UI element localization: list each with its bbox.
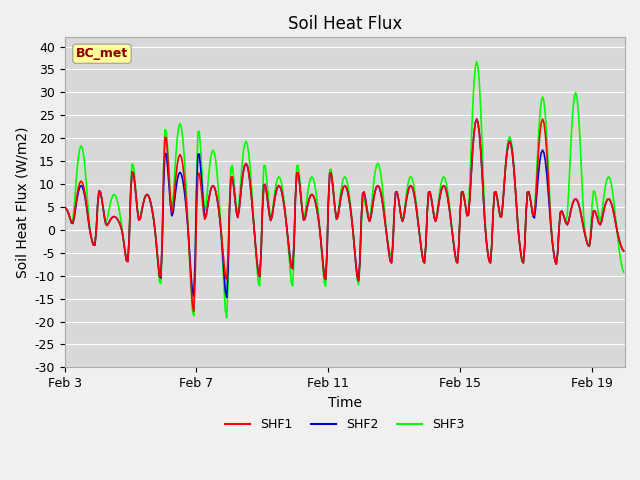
SHF1 <box>473 116 481 122</box>
SHF3 <box>372 163 380 168</box>
SHF2 <box>249 210 257 216</box>
Title: Soil Heat Flux: Soil Heat Flux <box>288 15 402 33</box>
SHF2 <box>472 120 479 126</box>
Line: SHF1: SHF1 <box>65 119 623 312</box>
SHF3 <box>61 204 68 210</box>
SHF3 <box>620 269 627 275</box>
SHF1 <box>230 183 237 189</box>
SHF3 <box>472 64 479 70</box>
SHF2 <box>230 183 237 189</box>
SHF1 <box>190 309 198 314</box>
X-axis label: Time: Time <box>328 396 362 409</box>
SHF1 <box>455 242 463 248</box>
SHF3 <box>230 174 237 180</box>
SHF3 <box>455 242 463 248</box>
SHF1 <box>566 211 574 217</box>
SHF1 <box>620 248 627 254</box>
SHF1 <box>61 204 68 210</box>
Line: SHF3: SHF3 <box>65 61 623 318</box>
SHF1 <box>249 210 257 216</box>
Text: BC_met: BC_met <box>76 47 128 60</box>
SHF3 <box>566 158 574 164</box>
SHF2 <box>620 248 627 254</box>
SHF3 <box>223 315 230 321</box>
Legend: SHF1, SHF2, SHF3: SHF1, SHF2, SHF3 <box>220 413 470 436</box>
SHF1 <box>372 184 380 190</box>
Y-axis label: Soil Heat Flux (W/m2): Soil Heat Flux (W/m2) <box>15 127 29 278</box>
SHF2 <box>473 116 481 122</box>
Line: SHF2: SHF2 <box>65 119 623 298</box>
SHF2 <box>455 242 463 248</box>
SHF2 <box>61 204 68 210</box>
SHF2 <box>566 211 574 217</box>
SHF3 <box>249 204 257 210</box>
SHF2 <box>223 295 230 300</box>
SHF1 <box>472 120 479 126</box>
SHF3 <box>473 59 481 64</box>
SHF2 <box>372 184 380 190</box>
